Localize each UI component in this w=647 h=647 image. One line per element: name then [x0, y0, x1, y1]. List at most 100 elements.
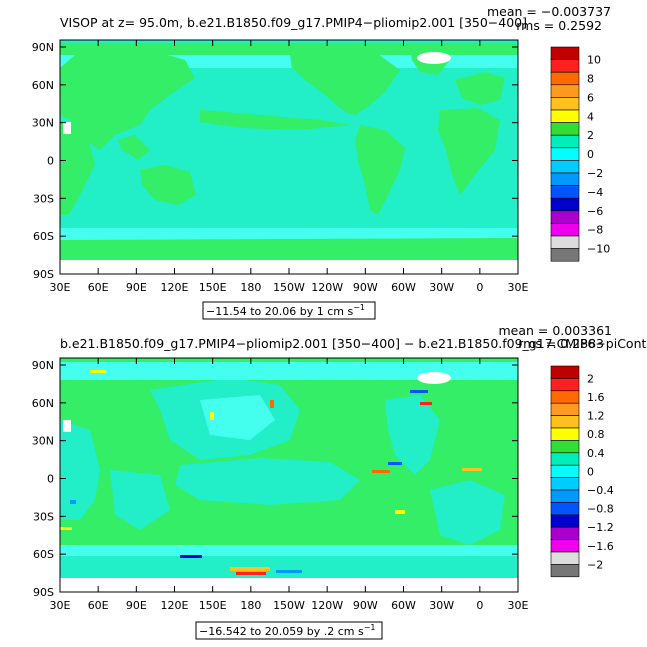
panel-2-map [59, 357, 519, 593]
colorbar-swatch [550, 223, 580, 237]
colorbar-swatch [550, 489, 580, 503]
colorbar-swatch [550, 197, 580, 212]
panel-1: VISOP at z= 95.0m, b.e21.B1850.f09_g17.P… [32, 4, 611, 320]
colorbar-swatch [550, 71, 580, 86]
lat-tick-label: 60N [32, 397, 54, 410]
colorbar-swatch [550, 551, 580, 565]
colorbar-label: −2 [587, 558, 603, 571]
panel-1-lat-ticks: 90N 60N 30N 0 30S 60S 90S [32, 41, 54, 281]
colorbar-label: 0.8 [587, 428, 605, 441]
panel-2-range-box [195, 621, 383, 640]
colorbar-label: 0 [587, 465, 594, 478]
colorbar-label: −2 [587, 167, 603, 180]
colorbar-swatch [550, 134, 580, 149]
colorbar-swatch [550, 122, 580, 136]
lon-tick-label: 150E [199, 281, 227, 294]
colorbar-swatch [550, 160, 580, 174]
lon-tick-label: 60W [391, 281, 416, 294]
colorbar-swatch [550, 84, 580, 98]
panel-2-ocean-regions [60, 378, 518, 578]
colorbar-swatch [550, 427, 580, 441]
panel-1-rms: rms = 0.2592 [516, 18, 602, 33]
lat-tick-label: 30N [32, 435, 54, 448]
lon-tick-label: 0 [476, 281, 483, 294]
panel-1-range: −11.54 to 20.06 by 1 cm s−1 [206, 303, 365, 318]
colorbar-swatch [550, 502, 580, 516]
lon-tick-label: 90W [353, 281, 378, 294]
lon-tick-label: 120W [311, 599, 343, 612]
lon-tick-label: 120E [161, 281, 189, 294]
lon-tick-label: 90E [126, 281, 147, 294]
panel-1-ice-patch [417, 52, 451, 64]
lon-tick-label: 60W [391, 599, 416, 612]
lat-tick-label: 90N [32, 41, 54, 54]
colorbar-swatch [550, 415, 580, 429]
panel-2-rms: rms = 0.2883 [518, 336, 604, 351]
colorbar-swatch [550, 378, 580, 392]
lon-tick-label: 30W [429, 281, 454, 294]
panel-1-range-box [202, 301, 376, 320]
lon-tick-label: 60E [88, 599, 109, 612]
colorbar-label: −6 [587, 205, 603, 218]
lat-tick-label: 0 [47, 155, 54, 168]
lon-tick-label: 120W [311, 281, 343, 294]
colorbar-label: 4 [587, 110, 594, 123]
panel-1-ice-patch-2 [63, 122, 71, 134]
colorbar-swatch [550, 185, 580, 199]
panel-2-ice-patch [417, 372, 451, 384]
colorbar-swatch [550, 564, 580, 578]
colorbar-label: 0 [587, 148, 594, 161]
colorbar-swatch [550, 248, 580, 262]
lon-tick-label: 30E [50, 599, 71, 612]
lon-tick-label: 150W [273, 281, 305, 294]
colorbar-label: −4 [587, 186, 603, 199]
lon-tick-label: 0 [476, 599, 483, 612]
panel-1-land [60, 43, 518, 260]
lat-tick-label: 60S [33, 230, 54, 243]
colorbar-swatch [550, 402, 580, 416]
colorbar-swatch [550, 172, 580, 186]
panel-2-light-ocean [60, 362, 518, 556]
colorbar-swatch [550, 210, 580, 224]
colorbar-label: −8 [587, 224, 603, 237]
lon-tick-label: 30E [50, 281, 71, 294]
lat-tick-label: 90S [33, 586, 54, 599]
colorbar-swatch [550, 97, 580, 111]
panel-2-range: −16.542 to 20.059 by .2 cm s−1 [199, 623, 376, 638]
colorbar-label: −10 [587, 243, 610, 256]
panel-1-lon-ticks: 30E 60E 90E 120E 150E 180 150W 120W 90W 60W 30W 0 30… [50, 281, 529, 294]
panel-2: b.e21.B1850.f09_g17.PMIP4−pliomip2.001 [… [32, 323, 647, 640]
lon-tick-label: 60E [88, 281, 109, 294]
colorbar-label: 1.2 [587, 410, 605, 423]
colorbar-swatch [550, 464, 580, 478]
lon-tick-label: 180 [240, 281, 261, 294]
panel-1-title: VISOP at z= 95.0m, b.e21.B1850.f09_g17.P… [60, 15, 527, 30]
panel-1-tick-marks [59, 40, 519, 275]
colorbar-label: −1.2 [587, 521, 614, 534]
colorbar-swatch [550, 109, 580, 123]
colorbar-swatch [550, 452, 580, 466]
lat-tick-label: 30S [33, 192, 54, 205]
panel-2-ice-patch-2 [63, 420, 71, 432]
colorbar-swatch [550, 46, 580, 60]
panel-2-lon-ticks: 30E 60E 90E 120E 150E 180 150W 120W 90W 60W 30W 0 30… [50, 599, 529, 612]
colorbar-swatch [550, 477, 580, 491]
lon-tick-label: 30W [429, 599, 454, 612]
panel-2-lat-ticks: 90N 60N 30N 0 30S 60S 90S [32, 359, 54, 599]
panel-2-mean: mean = 0.003361 [498, 323, 612, 338]
lon-tick-label: 150E [199, 599, 227, 612]
colorbar-label: −0.4 [587, 484, 614, 497]
lon-tick-label: 30E [508, 599, 529, 612]
colorbar-swatch [550, 147, 580, 161]
colorbar-swatch [550, 59, 580, 73]
lon-tick-label: 180 [240, 599, 261, 612]
colorbar-label: 1.6 [587, 391, 605, 404]
lat-tick-label: 60S [33, 548, 54, 561]
colorbar-label: −1.6 [587, 540, 614, 553]
panel-1-map [59, 39, 519, 275]
colorbar-swatch [550, 235, 580, 249]
lat-tick-label: 0 [47, 473, 54, 486]
lon-tick-label: 30E [508, 281, 529, 294]
colorbar-label: 0.4 [587, 447, 605, 460]
